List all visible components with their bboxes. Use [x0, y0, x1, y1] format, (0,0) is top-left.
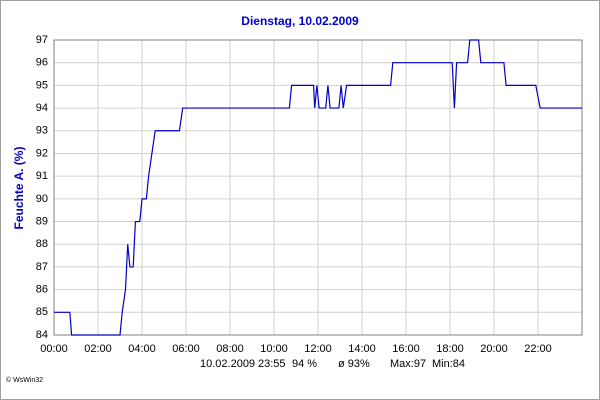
- y-tick-label: 85: [36, 306, 48, 318]
- y-tick-label: 95: [36, 79, 48, 91]
- x-tick-label: 08:00: [216, 343, 244, 355]
- y-axis-label: Feuchte A. (%): [12, 147, 26, 230]
- stats-text: Min:84: [432, 358, 465, 370]
- stats-text: 94 %: [292, 358, 317, 370]
- y-tick-label: 93: [36, 125, 48, 137]
- x-tick-label: 22:00: [524, 343, 552, 355]
- x-tick-label: 06:00: [172, 343, 200, 355]
- x-tick-label: 16:00: [392, 343, 420, 355]
- x-tick-label: 02:00: [84, 343, 112, 355]
- x-tick-label: 04:00: [128, 343, 156, 355]
- y-tick-label: 89: [36, 215, 48, 227]
- y-tick-label: 91: [36, 170, 48, 182]
- chart-title: Dienstag, 10.02.2009: [241, 14, 359, 28]
- x-tick-label: 10:00: [260, 343, 288, 355]
- x-tick-label: 12:00: [304, 343, 332, 355]
- x-tick-label: 20:00: [480, 343, 508, 355]
- y-tick-label: 94: [36, 102, 48, 114]
- y-tick-label: 84: [36, 329, 48, 341]
- y-tick-label: 90: [36, 193, 48, 205]
- stats-text: Max:97: [390, 358, 426, 370]
- y-tick-label: 86: [36, 284, 48, 296]
- plot-frame: [53, 39, 583, 336]
- x-tick-label: 14:00: [348, 343, 376, 355]
- y-tick-label: 92: [36, 147, 48, 159]
- y-tick-label: 96: [36, 57, 48, 69]
- y-tick-label: 87: [36, 261, 48, 273]
- data-line: [54, 39, 582, 336]
- stats-text: 23:55: [258, 358, 286, 370]
- x-tick-label: 18:00: [436, 343, 464, 355]
- stats-text: ø 93%: [338, 358, 370, 370]
- stats-text: 10.02.2009: [200, 358, 255, 370]
- y-tick-label: 88: [36, 238, 48, 250]
- x-tick-label: 00:00: [40, 343, 68, 355]
- credit: © WsWin32: [6, 376, 43, 384]
- y-tick-label: 97: [36, 34, 48, 46]
